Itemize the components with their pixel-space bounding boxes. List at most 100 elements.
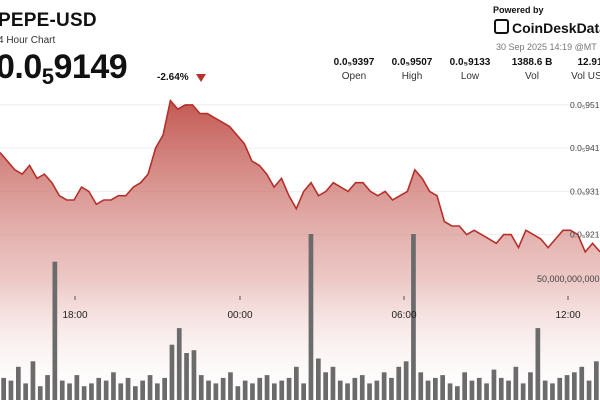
- volume-bar: [528, 372, 533, 400]
- volume-bar: [579, 366, 585, 400]
- volume-bar: [52, 261, 58, 400]
- volume-bar: [118, 383, 124, 400]
- volume-bar: [250, 383, 255, 400]
- volume-bar: [542, 380, 548, 400]
- volume-bar: [374, 380, 380, 400]
- stat-high: 0.0₅9507 High: [382, 57, 442, 82]
- volume-bar: [257, 377, 263, 400]
- volume-bar: [96, 377, 102, 400]
- volume-bar: [147, 375, 153, 400]
- x-axis: 18:00 00:00 06:00 12:00: [62, 296, 581, 321]
- volume-bar: [389, 377, 394, 400]
- volume-bar: [433, 377, 438, 400]
- price-area: [0, 100, 600, 400]
- volume-bar: [498, 377, 504, 400]
- brand-logo: CoinDeskData: [494, 18, 600, 36]
- stat-volume-usd: 12.91 Vol USD: [560, 57, 600, 82]
- volume-bar: [381, 372, 387, 400]
- volume-bar: [45, 375, 50, 400]
- volume-bar: [557, 377, 563, 400]
- stat-value: 0.0₅9397: [333, 57, 375, 68]
- y-tick-label: 0.0₅931: [570, 186, 600, 196]
- volume-bar: [462, 372, 467, 400]
- price-change: -2.64%: [157, 72, 189, 83]
- y-tick-label: 0.0₅941: [570, 143, 600, 153]
- volume-bar: [67, 383, 72, 400]
- volume-bar: [367, 383, 372, 400]
- volume-bar: [301, 383, 306, 400]
- volume-bar: [330, 366, 336, 400]
- volume-bar: [242, 380, 248, 400]
- volume-bar: [403, 361, 409, 400]
- volume-bar: [176, 328, 182, 400]
- volume-bar: [425, 380, 431, 400]
- volume-bar: [572, 372, 577, 400]
- volume-bar: [89, 383, 94, 400]
- volume-bar: [513, 366, 519, 400]
- volume-bar: [198, 375, 204, 400]
- y-tick-label: 0.0₅951: [570, 100, 600, 110]
- volume-bar: [491, 369, 497, 400]
- stat-low: 0.0₅9133 Low: [440, 57, 500, 82]
- price-line: [0, 98, 600, 254]
- stat-label: Vol: [525, 71, 539, 82]
- stat-value: 12.91: [577, 57, 600, 68]
- price-zero-count: 5: [41, 64, 54, 89]
- volume-bar: [447, 383, 453, 400]
- volume-bar: [476, 377, 482, 400]
- volume-bar: [308, 234, 314, 400]
- x-tick-label: 00:00: [227, 310, 252, 321]
- volume-bar: [111, 372, 116, 400]
- volume-bar: [133, 386, 138, 400]
- volume-bar: [162, 377, 167, 400]
- volume-bar: [155, 383, 160, 400]
- volume-bar: [272, 383, 277, 400]
- x-tick-label: 18:00: [62, 310, 87, 321]
- volume-bar: [1, 377, 6, 400]
- y-tick-label: 0.0₅921: [570, 230, 600, 240]
- y-axis: 0.0₅951 0.0₅941 0.0₅931 0.0₅921: [570, 100, 600, 240]
- powered-by-label: Powered by: [493, 5, 544, 15]
- brand-name: CoinDeskData: [512, 20, 600, 36]
- volume-bar: [411, 234, 416, 400]
- volume-bar: [337, 380, 343, 400]
- volume-bar: [103, 380, 109, 400]
- chart-subtitle: 4 Hour Chart: [0, 35, 56, 46]
- volume-bar: [81, 386, 87, 400]
- volume-bar: [191, 350, 197, 400]
- volume-bar: [564, 375, 570, 400]
- timestamp: 30 Sep 2025 14:19 @MT: [496, 42, 597, 52]
- stat-label: Low: [460, 71, 480, 82]
- stat-value: 1388.6 B: [511, 57, 553, 68]
- volume-bar: [506, 380, 511, 400]
- volume-bar: [440, 375, 445, 400]
- volume-bar: [594, 361, 599, 400]
- stat-label: Vol USD: [571, 71, 600, 82]
- stat-value: 0.0₅9507: [391, 57, 433, 68]
- volume-bar: [323, 372, 328, 400]
- volume-bar: [264, 375, 270, 400]
- volume-bar: [8, 380, 14, 400]
- volume-bar: [352, 377, 358, 400]
- volume-bar: [455, 386, 460, 400]
- x-tick-label: 12:00: [555, 310, 580, 321]
- price-main: 0.0: [0, 48, 42, 86]
- volume-bar: [550, 383, 555, 400]
- pair-title: PEPE-USD: [0, 10, 97, 31]
- down-arrow-icon: [196, 74, 206, 82]
- current-price: 0.059149: [0, 48, 128, 89]
- volume-reference-label: 50,000,000,000: [537, 274, 600, 284]
- volume-bar: [316, 358, 321, 400]
- volume-bar: [184, 353, 189, 400]
- coindesk-logo-icon: [494, 19, 509, 34]
- volume-bar: [235, 386, 241, 400]
- volume-bar: [206, 380, 211, 400]
- volume-bar: [169, 344, 175, 400]
- stat-label: Open: [341, 71, 367, 82]
- volume-bar: [37, 386, 43, 400]
- volume-bar: [520, 383, 526, 400]
- volume-bar: [140, 380, 145, 400]
- volume-bar: [286, 377, 292, 400]
- volume-bar: [279, 380, 285, 400]
